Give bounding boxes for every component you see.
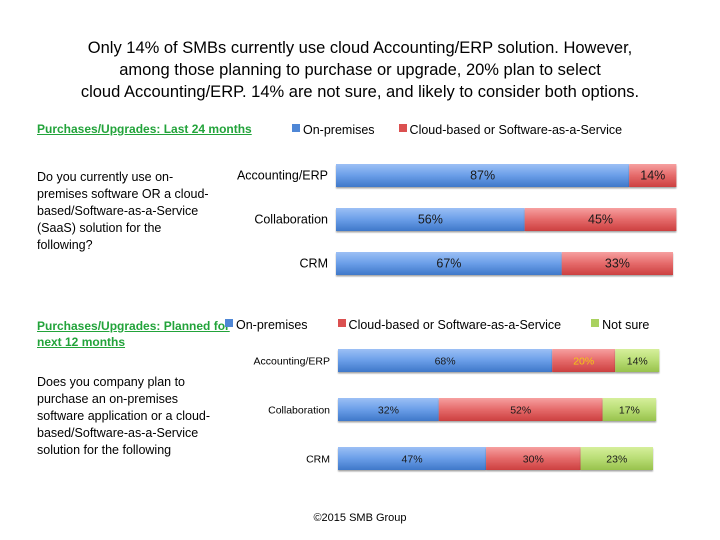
bar-segment (602, 398, 657, 421)
bar-segment (486, 447, 581, 470)
section-title-planned-12-months: Purchases/Upgrades: Planned for next 12 … (37, 319, 230, 349)
category-label: Accounting/ERP (237, 169, 328, 183)
bar-segment (438, 398, 603, 421)
category-label: Accounting/ERP (254, 356, 330, 368)
headline-line-1: Only 14% of SMBs currently use cloud Acc… (87, 39, 633, 57)
legend-item-cloud: Cloud-based or Software-as-a-Service (337, 318, 562, 332)
legend-swatch-cloud (337, 319, 346, 327)
data-label: 32% (378, 405, 399, 417)
legend-swatch-on-premises (292, 124, 300, 132)
bar-segment (338, 398, 439, 421)
data-label: 30% (523, 454, 544, 466)
data-label: 56% (418, 213, 443, 227)
data-label: 33% (605, 257, 630, 271)
legend-item-on-premises: On-premises (292, 123, 375, 137)
legend-bottom: On-premises Cloud-based or Software-as-a… (225, 318, 649, 332)
bar-segment (338, 447, 487, 470)
data-label: 68% (435, 356, 456, 368)
bar-segment (580, 447, 653, 470)
bar-segment (336, 252, 562, 275)
headline: Only 14% of SMBs currently use cloud Acc… (0, 37, 720, 103)
legend-top: On-premises Cloud-based or Software-as-a… (292, 123, 622, 137)
data-label: 67% (436, 257, 461, 271)
legend-item-not-sure: Not sure (591, 318, 649, 332)
data-label: 52% (510, 405, 531, 417)
headline-line-2: among those planning to purchase or upgr… (119, 61, 601, 79)
data-label: 87% (470, 169, 495, 183)
legend-swatch-on-premises (225, 319, 233, 327)
bar-segment (629, 164, 677, 187)
bar-segment (336, 164, 630, 187)
data-label: 14% (627, 356, 648, 368)
category-label: CRM (300, 257, 328, 271)
data-label: 14% (640, 169, 665, 183)
legend-swatch-not-sure (591, 319, 600, 327)
legend-label: On-premises (303, 123, 375, 137)
data-label: 23% (606, 454, 627, 466)
bar-segment (615, 349, 660, 372)
bar-segment (524, 208, 677, 231)
data-label: 17% (619, 405, 640, 417)
data-label: 45% (588, 213, 613, 227)
question-current-use: Do you currently use on-premises softwar… (37, 170, 209, 252)
legend-label: Not sure (602, 318, 650, 332)
data-label: 47% (402, 454, 423, 466)
question-planned: Does you company plan to purchase an on-… (37, 375, 211, 457)
category-label: CRM (306, 454, 330, 466)
bar-segment (338, 349, 553, 372)
data-label: 20% (573, 356, 594, 368)
category-label: Collaboration (254, 213, 328, 227)
category-label: Collaboration (268, 405, 330, 417)
bar-segment (336, 208, 525, 231)
section-title-last-24-months: Purchases/Upgrades: Last 24 months (37, 122, 252, 136)
legend-item-on-premises: On-premises (225, 318, 308, 332)
legend-swatch-cloud (398, 124, 407, 132)
headline-line-3: cloud Accounting/ERP. 14% are not sure, … (80, 83, 640, 101)
bar-segment (561, 252, 673, 275)
copyright-footer: ©2015 SMB Group (313, 512, 407, 524)
legend-item-cloud: Cloud-based or Software-as-a-Service (398, 123, 623, 137)
legend-label: On-premises (236, 318, 308, 332)
legend-label: Cloud-based or Software-as-a-Service (409, 123, 623, 137)
legend-label: Cloud-based or Software-as-a-Service (348, 318, 562, 332)
bar-segment (552, 349, 616, 372)
